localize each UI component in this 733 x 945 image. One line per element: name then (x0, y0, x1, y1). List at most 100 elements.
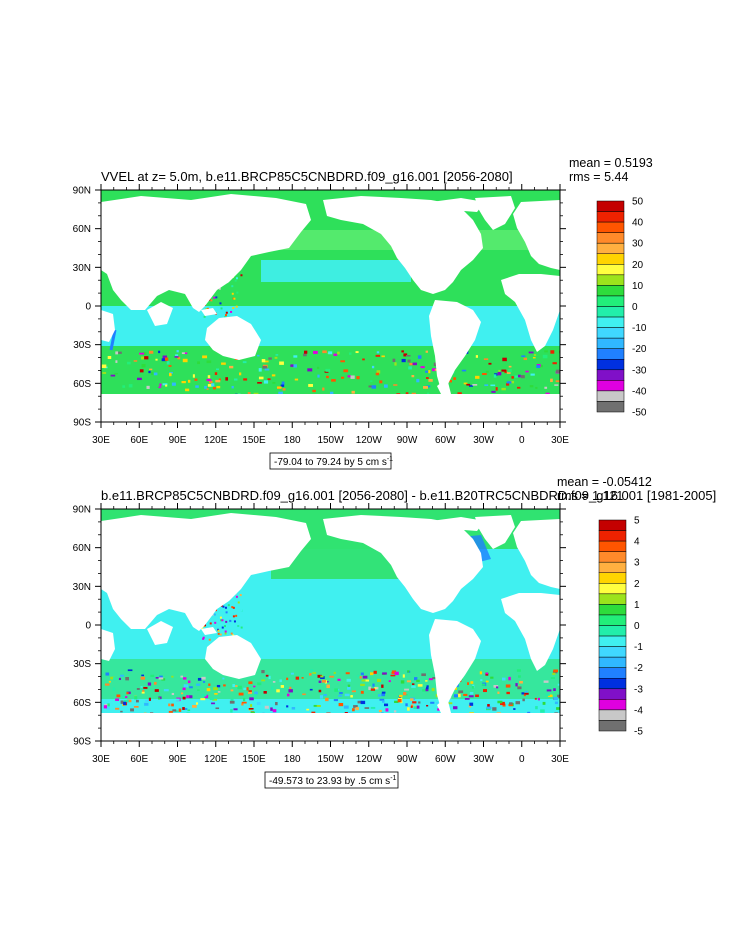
colorbar-label: -30 (632, 365, 647, 376)
lon-label: 0 (519, 754, 525, 765)
colorbar-box (596, 253, 625, 265)
lon-label: 150E (242, 754, 266, 765)
colorbar-label: 10 (632, 281, 644, 292)
colorbar-box (596, 327, 625, 339)
colorbar-box (598, 614, 627, 626)
colorbar-box (598, 656, 627, 668)
colorbar-label: -1 (634, 642, 643, 653)
lat-label: 90S (73, 418, 91, 429)
lat-label: 30N (73, 582, 91, 593)
colorbar-label: 5 (634, 516, 640, 527)
colorbar-box (596, 359, 625, 371)
lon-label: 90W (397, 754, 418, 765)
lat-label: 90N (73, 186, 91, 197)
lon-label: 0 (519, 435, 525, 446)
panel-2-title: b.e11.BRCP85C5CNBDRD.f09_g16.001 [2056-2… (101, 488, 716, 503)
lon-label: 120W (356, 754, 383, 765)
colorbar-box (598, 540, 627, 552)
lon-label: 60W (435, 754, 456, 765)
lon-label: 90W (397, 435, 418, 446)
panel-2-info-sup: -1 (390, 775, 396, 782)
colorbar-box (596, 232, 625, 244)
panel-1-title: VVEL at z= 5.0m, b.e11.BRCP85C5CNBDRD.f0… (101, 169, 513, 184)
colorbar-label: 30 (632, 239, 644, 250)
colorbar-label: -3 (634, 684, 643, 695)
colorbar-label: -4 (634, 705, 643, 716)
panel-2: b.e11.BRCP85C5CNBDRD.f09_g16.001 [2056-2… (73, 475, 716, 789)
lon-label: 180 (284, 754, 301, 765)
panel-1-info-box (269, 452, 392, 470)
colorbar-box (596, 200, 625, 212)
lat-label: 30S (73, 659, 91, 670)
lon-label: 150E (242, 435, 266, 446)
panel-2-info-main: -49.573 to 23.93 by .5 cm s (269, 776, 390, 787)
lat-label: 60S (73, 698, 91, 709)
lon-label: 30E (551, 754, 569, 765)
colorbar-box (596, 306, 625, 318)
lon-label: 90E (169, 435, 187, 446)
colorbar-box (598, 625, 627, 637)
colorbar-label: -10 (632, 323, 647, 334)
lon-label: 150W (317, 754, 344, 765)
panel-1-colorbar: 50 40 30 20 10 0 -10 -20 -30 -40 -50 (596, 197, 647, 419)
colorbar-box (598, 519, 627, 531)
colorbar-label: 0 (634, 621, 640, 632)
colorbar-box (596, 380, 625, 392)
lon-label: 60W (435, 435, 456, 446)
colorbar-box (598, 593, 627, 605)
panel-2-info: -49.573 to 23.93 by .5 cm s-1 (269, 775, 397, 787)
colorbar-box (598, 572, 627, 584)
colorbar-box (598, 667, 627, 679)
colorbar-box (598, 604, 627, 616)
lon-label: 30E (551, 435, 569, 446)
colorbar-label: 40 (632, 218, 644, 229)
colorbar-box (596, 285, 625, 297)
colorbar-label: 3 (634, 558, 640, 569)
colorbar-box (596, 316, 625, 328)
colorbar-box (596, 390, 625, 402)
colorbar-box (596, 295, 625, 307)
colorbar-label: -2 (634, 663, 643, 674)
colorbar-box (596, 274, 625, 286)
panel-1-rms: rms = 5.44 (569, 170, 628, 184)
lon-label: 180 (284, 435, 301, 446)
colorbar-box (596, 242, 625, 254)
panel-2-mean: mean = -0.05412 (557, 475, 652, 489)
colorbar-label: 1 (634, 600, 640, 611)
colorbar-label: -40 (632, 386, 647, 397)
colorbar-box (598, 530, 627, 542)
lat-label: 90S (73, 737, 91, 748)
lon-label: 30W (473, 435, 494, 446)
colorbar-label: 4 (634, 537, 640, 548)
colorbar-box (598, 678, 627, 690)
colorbar-box (598, 561, 627, 574)
lat-label: 60N (73, 543, 91, 554)
colorbar-label: 2 (634, 579, 640, 590)
lon-label: 60E (130, 754, 148, 765)
panel-2-map (101, 509, 560, 741)
colorbar-label: -20 (632, 344, 647, 355)
panel-1-info: -79.04 to 79.24 by 5 cm s-1 (274, 456, 393, 468)
lon-label: 120E (204, 754, 228, 765)
colorbar-label: -50 (632, 408, 647, 419)
lon-label: 30E (92, 435, 110, 446)
lon-label: 30E (92, 754, 110, 765)
panel-1-map (101, 190, 560, 422)
panel-2-info-box (264, 771, 399, 789)
colorbar-box (596, 211, 625, 223)
colorbar-label: 20 (632, 260, 644, 271)
lon-label: 30W (473, 754, 494, 765)
colorbar-box (598, 646, 627, 658)
lon-label: 60E (130, 435, 148, 446)
colorbar-box (598, 551, 627, 563)
lat-label: 90N (73, 505, 91, 516)
lat-label: 0 (85, 621, 91, 632)
colorbar-box (596, 264, 625, 276)
colorbar-label: 50 (632, 197, 644, 208)
colorbar-box (598, 583, 627, 595)
lat-label: 60N (73, 224, 91, 235)
colorbar-box (598, 688, 627, 700)
panel-1-info-main: -79.04 to 79.24 by 5 cm s (274, 457, 387, 468)
colorbar-box (598, 709, 627, 721)
